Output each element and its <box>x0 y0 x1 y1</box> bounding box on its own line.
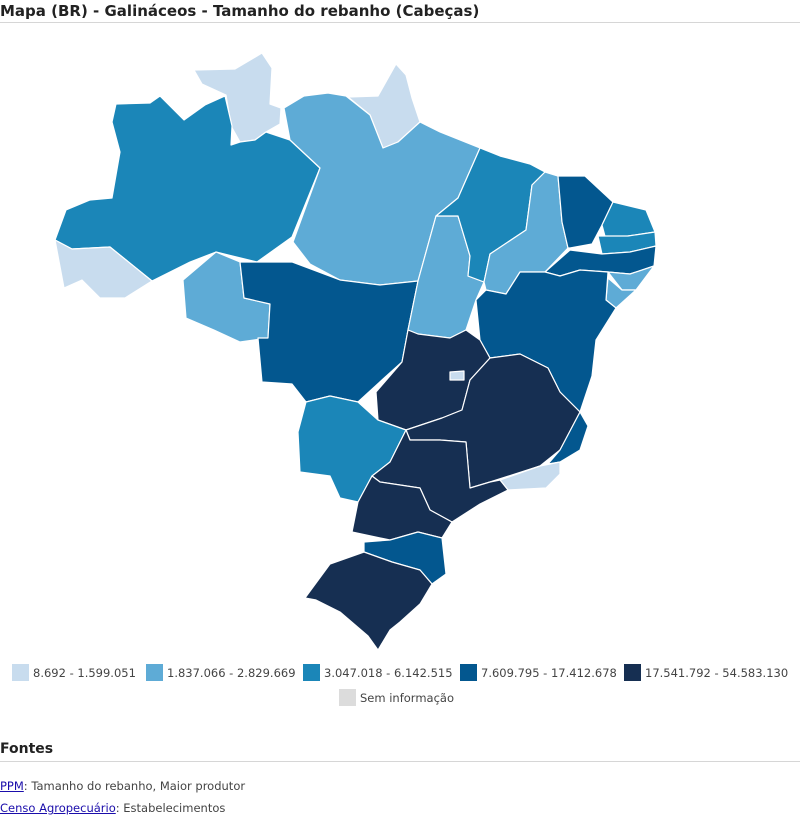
legend-swatch-1 <box>12 664 29 681</box>
legend-swatch-2 <box>146 664 163 681</box>
source-censo-text: : Estabelecimentos <box>115 801 226 815</box>
legend-item-no-data[interactable]: Sem informação <box>339 689 454 706</box>
legend-label-1: 8.692 - 1.599.051 <box>33 665 136 680</box>
legend-item-5[interactable]: 17.541.792 - 54.583.130 <box>624 664 788 681</box>
legend-swatch-4 <box>460 664 477 681</box>
title-divider <box>0 22 800 23</box>
legend-swatch-5 <box>624 664 641 681</box>
legend-swatch-no-data <box>339 689 356 706</box>
legend-label-5: 17.541.792 - 54.583.130 <box>645 665 789 680</box>
map-legend: 8.692 - 1.599.051 1.837.066 - 2.829.669 … <box>0 664 800 682</box>
legend-label-3: 3.047.018 - 6.142.515 <box>324 665 453 680</box>
legend-swatch-3 <box>303 664 320 681</box>
state-al[interactable] <box>607 265 655 291</box>
source-ppm-text: : Tamanho do rebanho, Maior produtor <box>23 779 246 793</box>
state-rr[interactable] <box>193 52 282 143</box>
source-censo-link[interactable]: Censo Agropecuário <box>0 801 116 815</box>
source-ppm: PPM: Tamanho do rebanho, Maior produtor <box>0 779 245 793</box>
state-ac[interactable] <box>54 239 153 299</box>
legend-item-4[interactable]: 7.609.795 - 17.412.678 <box>460 664 617 681</box>
state-df[interactable] <box>449 370 465 381</box>
legend-label-no-data: Sem informação <box>360 690 454 705</box>
state-ce[interactable] <box>557 175 614 249</box>
legend-item-2[interactable]: 1.837.066 - 2.829.669 <box>146 664 296 681</box>
legend-label-4: 7.609.795 - 17.412.678 <box>481 665 617 680</box>
state-pr[interactable] <box>351 475 453 541</box>
brazil-choropleth-map <box>54 52 657 650</box>
legend-item-1[interactable]: 8.692 - 1.599.051 <box>12 664 136 681</box>
legend-item-3[interactable]: 3.047.018 - 6.142.515 <box>303 664 453 681</box>
page-title: Mapa (BR) - Galináceos - Tamanho do reba… <box>0 2 480 20</box>
source-ppm-link[interactable]: PPM <box>0 779 24 793</box>
legend-label-2: 1.837.066 - 2.829.669 <box>167 665 296 680</box>
state-am[interactable] <box>54 95 321 282</box>
sources-divider <box>0 761 800 762</box>
source-censo: Censo Agropecuário: Estabelecimentos <box>0 801 225 815</box>
sources-heading: Fontes <box>0 741 54 757</box>
state-rs[interactable] <box>304 551 433 650</box>
